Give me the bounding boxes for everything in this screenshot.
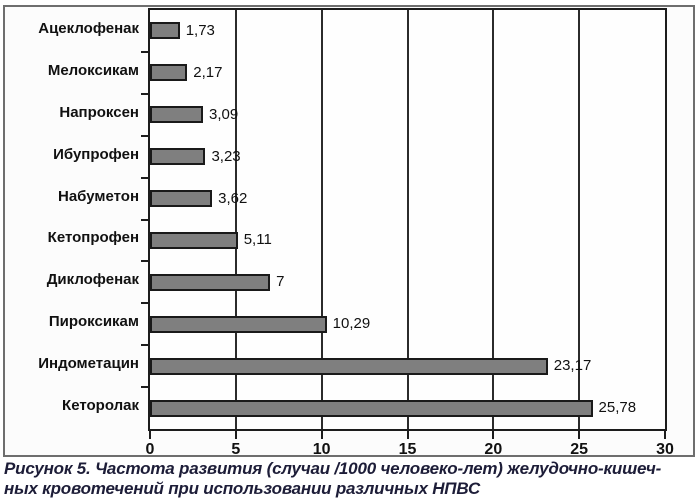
bar-4 [150,148,206,166]
gridline-x-10 [320,10,323,429]
value-label: 5,11 [243,231,272,249]
value-label: 2,17 [193,63,223,81]
category-label: Набуметон [58,187,139,205]
gridline-x-20 [492,10,495,429]
category-label: Кетопрофен [47,229,139,247]
x-axis-tick-label: 25 [570,441,589,458]
category-label: Индометацин [38,355,139,373]
x-axis-tick [149,431,151,439]
bar-10 [150,399,593,417]
x-axis-tick-label: 15 [398,441,417,458]
category-label: Мелоксикам [47,61,139,79]
x-axis-tick [234,431,237,439]
x-axis-tick-label: 10 [312,441,331,458]
x-axis-tick [664,431,666,439]
value-label: 25,78 [598,399,637,417]
x-axis-tick [320,431,323,439]
category-axis-labels: Ацеклофенак Мелоксикам Напроксен Ибупрофен Н… [6,8,146,431]
plot-area: 0 5 10 15 20 25 30 1,73 2,17 3,09 3,23 3,62 5,11 7 10,… [141,8,674,458]
gridline-x-5 [234,10,237,429]
y-axis-tick [141,92,148,95]
y-axis-tick [141,134,148,137]
figure-caption: Рисунок 5. Частота развития (случаи /100… [4,459,698,499]
x-axis-tick-label: 20 [484,441,503,458]
category-label: Напроксен [59,103,139,121]
category-label: Кеторолак [62,397,139,415]
bar-5 [150,190,213,208]
bar-1 [150,22,180,40]
value-label: 10,29 [332,315,371,333]
figure-caption-line1: Рисунок 5. Частота развития (случаи /100… [4,459,662,478]
bar-9 [150,357,548,375]
y-axis-tick [141,176,148,179]
bar-chart: Ацеклофенак Мелоксикам Напроксен Ибупрофен Н… [3,5,695,458]
y-axis-tick [141,218,148,221]
value-label: 7 [276,273,285,291]
gridline-x-25 [578,10,581,429]
y-axis-tick [141,50,148,53]
value-label: 3,23 [211,147,241,165]
category-label: Пироксикам [48,313,139,331]
x-axis-tick [406,431,409,439]
bar-8 [150,315,327,333]
gridline-x-15 [406,10,409,429]
figure-caption-line2: ных кровотечений при использовании разли… [4,479,481,498]
value-label: 3,62 [218,189,248,207]
category-label: Ацеклофенак [38,19,139,37]
category-label: Ибупрофен [53,145,139,163]
value-label: 1,73 [185,21,215,39]
x-axis-tick-label: 30 [656,441,674,458]
value-label: 3,09 [209,105,239,123]
x-axis-tick-label: 0 [145,441,155,458]
y-axis-tick [141,302,148,305]
y-axis-tick [141,386,148,389]
x-axis-tick [492,431,495,439]
bar-6 [150,231,238,249]
y-axis-tick [141,260,148,263]
x-axis-tick [578,431,581,439]
bar-7 [150,273,271,291]
bar-3 [150,106,204,124]
category-label: Диклофенак [46,271,139,289]
bar-2 [150,64,188,82]
value-label: 23,17 [553,357,592,375]
x-axis-tick-label: 5 [231,441,241,458]
y-axis-tick [141,344,148,347]
